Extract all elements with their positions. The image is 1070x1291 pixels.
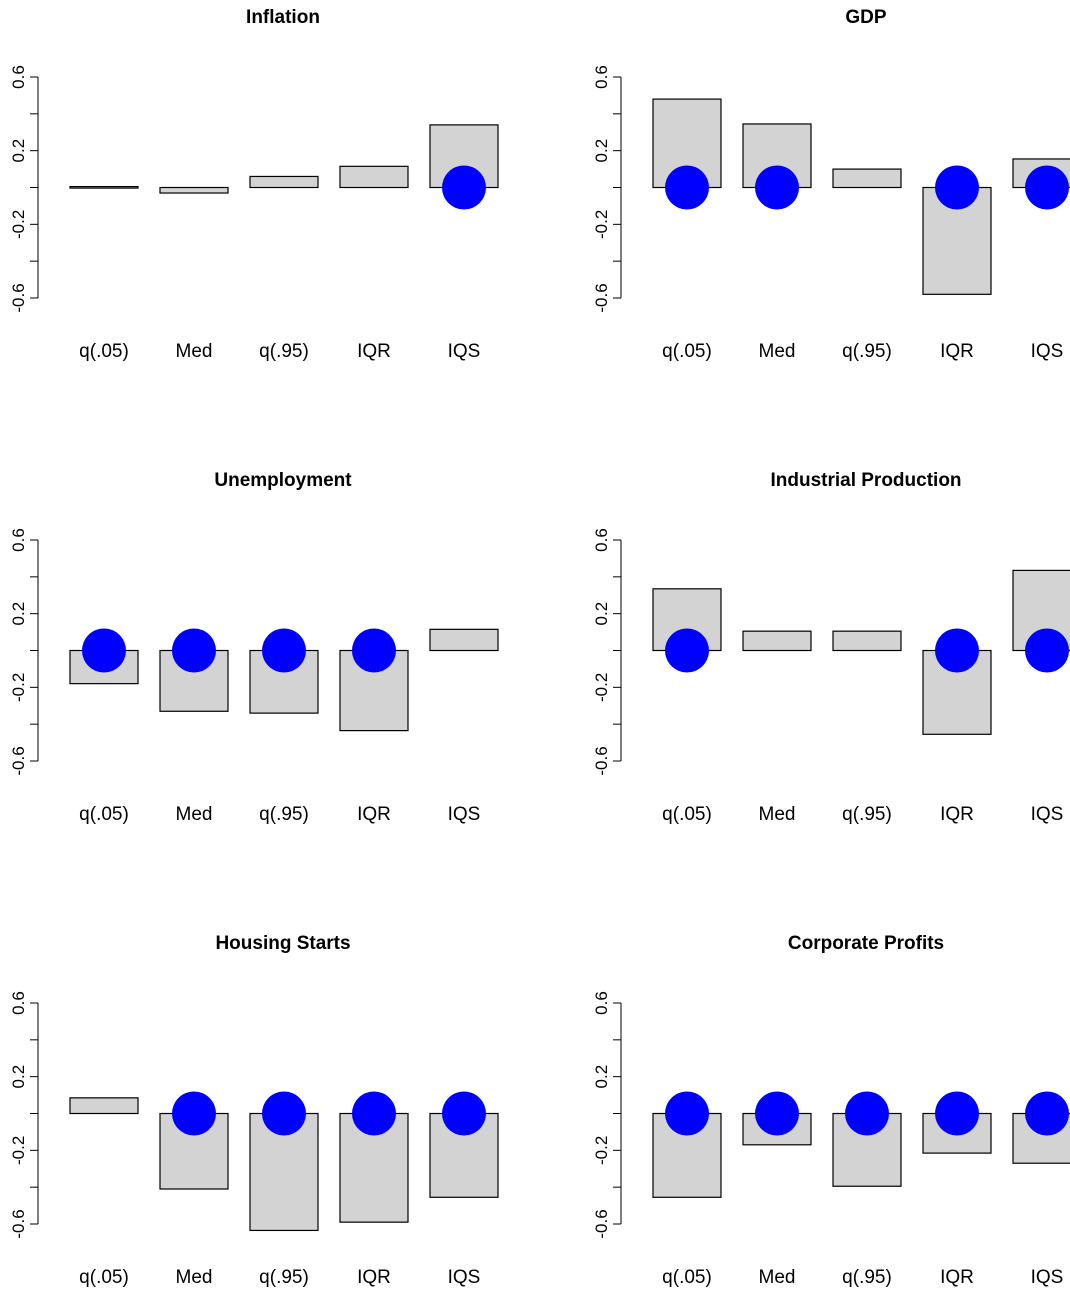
significance-marker: [1025, 165, 1069, 210]
bar: [429, 628, 499, 652]
category-label: IQR: [940, 341, 974, 362]
bar: [69, 1097, 139, 1115]
significance-marker: [755, 1091, 799, 1136]
y-tick-label: 0.6: [592, 65, 611, 89]
significance-marker: [935, 628, 979, 673]
chart-panel: Inflation 0.6 0.2 -0.2 -0.6 q(.05) Med q(.95) IQ…: [9, 7, 499, 362]
significance-marker: [262, 628, 306, 673]
chart-panel: Unemployment 0.6 0.2 -0.2 -0.6 q(.05) Med q(.95…: [9, 470, 499, 825]
y-tick-label: 0.6: [9, 65, 28, 89]
panel-title: Industrial Production: [770, 470, 961, 491]
y-tick-label: -0.6: [592, 283, 611, 312]
category-label: Med: [759, 1267, 796, 1288]
category-label: IQR: [357, 341, 391, 362]
bar: [832, 630, 902, 652]
category-label: q(.95): [842, 341, 892, 362]
bar: [159, 186, 229, 194]
y-tick-label: -0.2: [592, 1136, 611, 1165]
category-label: IQR: [940, 804, 974, 825]
y-tick-label: 0.2: [9, 139, 28, 163]
y-tick-label: -0.6: [9, 746, 28, 775]
category-label: q(.95): [259, 804, 309, 825]
category-label: IQS: [448, 804, 481, 825]
category-label: q(.95): [842, 1267, 892, 1288]
y-tick-label: -0.2: [592, 673, 611, 702]
panel-title: Unemployment: [214, 470, 352, 491]
significance-marker: [935, 1091, 979, 1136]
y-tick-label: -0.2: [9, 210, 28, 239]
y-tick-label: -0.6: [592, 746, 611, 775]
category-label: IQS: [1031, 341, 1064, 362]
bar: [742, 630, 812, 652]
panels: Inflation 0.6 0.2 -0.2 -0.6 q(.05) Med q(.95) IQ…: [9, 7, 1070, 1288]
category-label: IQS: [1031, 1267, 1064, 1288]
category-label: IQR: [940, 1267, 974, 1288]
category-label: q(.05): [79, 804, 129, 825]
y-tick-label: 0.6: [592, 991, 611, 1015]
bar: [69, 185, 139, 189]
category-label: Med: [759, 341, 796, 362]
y-tick-label: 0.2: [592, 139, 611, 163]
significance-marker: [262, 1091, 306, 1136]
significance-marker: [665, 165, 709, 210]
y-tick-label: 0.6: [9, 528, 28, 552]
category-label: Med: [176, 1267, 213, 1288]
chart-panel: Corporate Profits 0.6 0.2 -0.2 -0.6 q(.05) Med…: [592, 933, 1070, 1288]
y-tick-label: 0.2: [592, 602, 611, 626]
significance-marker: [665, 628, 709, 673]
category-label: IQR: [357, 1267, 391, 1288]
y-tick-label: -0.6: [9, 1209, 28, 1238]
y-tick-label: -0.2: [592, 210, 611, 239]
y-tick-label: -0.6: [9, 283, 28, 312]
category-label: IQR: [357, 804, 391, 825]
significance-marker: [352, 628, 396, 673]
category-label: q(.05): [662, 804, 712, 825]
significance-marker: [665, 1091, 709, 1136]
bar: [832, 168, 902, 189]
category-label: q(.05): [79, 341, 129, 362]
category-label: q(.95): [259, 341, 309, 362]
significance-marker: [1025, 628, 1069, 673]
significance-marker: [442, 165, 486, 210]
chart-panel: Industrial Production 0.6 0.2 -0.2 -0.6 q(.05…: [592, 470, 1070, 825]
chart-panel: Housing Starts 0.6 0.2 -0.2 -0.6 q(.05) Med q(.…: [9, 933, 499, 1288]
significance-marker: [755, 165, 799, 210]
y-tick-label: -0.2: [9, 1136, 28, 1165]
panel-title: Housing Starts: [215, 933, 350, 954]
chart-panel: GDP 0.6 0.2 -0.2 -0.6 q(.05) Med q(.95) IQR IQS: [592, 7, 1070, 362]
y-tick-label: -0.6: [592, 1209, 611, 1238]
bar: [339, 165, 409, 189]
y-tick-label: -0.2: [9, 673, 28, 702]
y-tick-label: 0.2: [9, 602, 28, 626]
significance-marker: [352, 1091, 396, 1136]
significance-marker: [82, 628, 126, 673]
significance-marker: [1025, 1091, 1069, 1136]
panel-title: Inflation: [246, 7, 320, 28]
category-label: Med: [759, 804, 796, 825]
significance-marker: [172, 1091, 216, 1136]
significance-marker: [442, 1091, 486, 1136]
significance-marker: [935, 165, 979, 210]
category-label: IQS: [1031, 804, 1064, 825]
category-label: Med: [176, 804, 213, 825]
y-tick-label: 0.2: [9, 1065, 28, 1089]
category-label: IQS: [448, 341, 481, 362]
category-label: q(.05): [662, 341, 712, 362]
y-tick-label: 0.6: [592, 528, 611, 552]
y-tick-label: 0.2: [592, 1065, 611, 1089]
category-label: q(.05): [79, 1267, 129, 1288]
category-label: Med: [176, 341, 213, 362]
bar: [249, 175, 319, 189]
significance-marker: [845, 1091, 889, 1136]
category-label: q(.95): [842, 804, 892, 825]
panel-title: Corporate Profits: [788, 933, 944, 954]
category-label: IQS: [448, 1267, 481, 1288]
significance-marker: [172, 628, 216, 673]
category-label: q(.95): [259, 1267, 309, 1288]
category-label: q(.05): [662, 1267, 712, 1288]
y-tick-label: 0.6: [9, 991, 28, 1015]
panel-title: GDP: [845, 7, 887, 28]
